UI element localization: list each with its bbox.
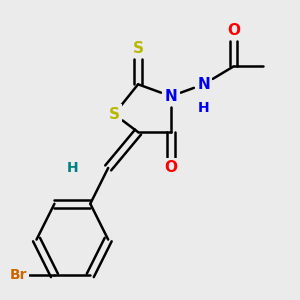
Text: H: H [198,101,210,115]
Text: H: H [67,161,78,175]
Text: N: N [164,89,177,104]
Text: O: O [164,160,177,175]
Text: Br: Br [10,268,27,282]
Text: N: N [197,77,210,92]
Text: S: S [133,41,144,56]
Text: O: O [227,23,240,38]
Text: H: H [67,161,78,175]
Text: S: S [109,107,120,122]
Text: H: H [198,101,210,115]
